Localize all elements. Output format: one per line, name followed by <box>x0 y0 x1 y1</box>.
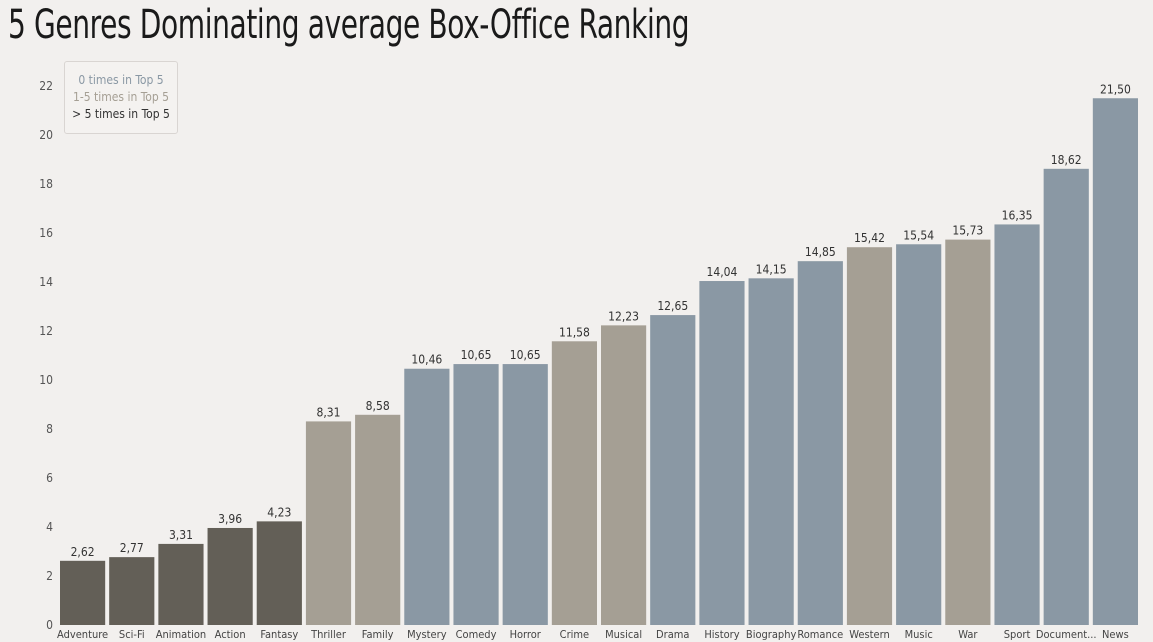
y-tick-label: 12 <box>39 324 53 338</box>
bar-horror <box>502 364 548 625</box>
value-label: 14,04 <box>707 265 738 279</box>
y-tick-label: 18 <box>39 177 53 191</box>
y-tick-label: 16 <box>39 226 53 240</box>
bar-family <box>355 414 401 625</box>
y-tick-label: 14 <box>39 275 53 289</box>
value-label: 15,54 <box>903 228 934 242</box>
legend-item-2: > 5 times in Top 5 <box>72 107 170 121</box>
value-label: 8,31 <box>316 405 340 419</box>
category-label: Horror <box>510 628 542 641</box>
bar-document <box>1043 168 1089 625</box>
legend-item-0: 0 times in Top 5 <box>78 73 164 87</box>
bar-crime <box>551 341 597 625</box>
value-label: 10,46 <box>411 353 442 367</box>
y-tick-label: 8 <box>46 422 53 436</box>
category-label: Family <box>362 628 394 641</box>
category-label: Crime <box>560 628 589 641</box>
value-label: 15,42 <box>854 231 885 245</box>
y-tick-label: 0 <box>46 618 53 632</box>
bars <box>60 98 1138 626</box>
y-axis: 0 2 4 6 8 10 12 14 16 18 20 22 <box>39 79 53 632</box>
value-label: 8,58 <box>366 399 390 413</box>
value-label: 14,15 <box>756 262 787 276</box>
value-label: 3,31 <box>169 528 193 542</box>
y-tick-label: 10 <box>39 373 53 387</box>
bar-comedy <box>453 364 499 625</box>
value-label: 21,50 <box>1100 82 1131 96</box>
value-label: 10,65 <box>510 348 541 362</box>
bar-animation <box>158 543 204 625</box>
value-label: 12,65 <box>657 299 688 313</box>
value-label: 11,58 <box>559 325 590 339</box>
bar-scifi <box>109 557 155 625</box>
category-label: Comedy <box>456 628 497 641</box>
category-label: Animation <box>156 628 206 641</box>
y-tick-label: 2 <box>46 569 53 583</box>
category-label: War <box>958 628 978 641</box>
category-labels: Adventure Sci-Fi Animation Action Fantasy Thr… <box>57 628 1129 641</box>
bar-musical <box>601 325 647 625</box>
legend: 0 times in Top 5 1-5 times in Top 5 > 5 … <box>64 61 178 134</box>
category-label: Romance <box>797 628 843 641</box>
y-tick-label: 6 <box>46 471 53 485</box>
category-label: News <box>1102 628 1129 641</box>
value-label: 10,65 <box>461 348 492 362</box>
y-tick-label: 22 <box>39 79 53 93</box>
category-label: Biography <box>746 628 797 641</box>
value-label: 3,96 <box>218 512 242 526</box>
value-label: 14,85 <box>805 245 836 259</box>
bar-biography <box>748 278 794 625</box>
value-label: 16,35 <box>1002 208 1033 222</box>
category-label: Document... <box>1036 628 1097 641</box>
value-label: 2,77 <box>120 541 144 555</box>
category-label: Fantasy <box>260 628 298 641</box>
bar-action <box>207 527 253 625</box>
bar-western <box>846 247 893 625</box>
bar-war <box>945 239 991 626</box>
value-label: 18,62 <box>1051 153 1082 167</box>
bar-music <box>896 244 942 625</box>
bar-adventure <box>60 560 106 625</box>
value-label: 15,73 <box>952 224 983 238</box>
category-label: Music <box>905 628 933 641</box>
bar-fantasy <box>256 521 302 625</box>
bar-thriller <box>305 421 352 625</box>
bar-mystery <box>404 368 450 625</box>
category-label: Musical <box>605 628 642 641</box>
bar-drama <box>650 315 696 625</box>
value-label: 4,23 <box>267 505 291 519</box>
category-label: Action <box>215 628 246 641</box>
legend-item-1: 1-5 times in Top 5 <box>72 90 170 104</box>
value-labels: 2,62 2,77 3,31 3,96 4,23 8,31 8,58 10,46 10,65 10… <box>71 82 1131 559</box>
category-label: Western <box>849 628 890 641</box>
y-tick-label: 4 <box>46 520 53 534</box>
category-label: Sport <box>1004 628 1031 641</box>
chart-title: 5 Genres Dominating average Box-Office R… <box>8 2 690 48</box>
category-label: Adventure <box>57 628 108 641</box>
value-label: 12,23 <box>608 309 639 323</box>
category-label: Drama <box>656 628 689 641</box>
bar-history <box>699 281 745 625</box>
category-label: Mystery <box>407 628 447 641</box>
bar-romance <box>797 261 843 625</box>
bar-sport <box>994 224 1040 626</box>
category-label: Thriller <box>310 628 347 641</box>
category-label: Sci-Fi <box>119 628 145 641</box>
bar-news <box>1092 98 1138 625</box>
value-label: 2,62 <box>71 545 95 559</box>
y-tick-label: 20 <box>39 128 53 142</box>
category-label: History <box>704 628 739 641</box>
